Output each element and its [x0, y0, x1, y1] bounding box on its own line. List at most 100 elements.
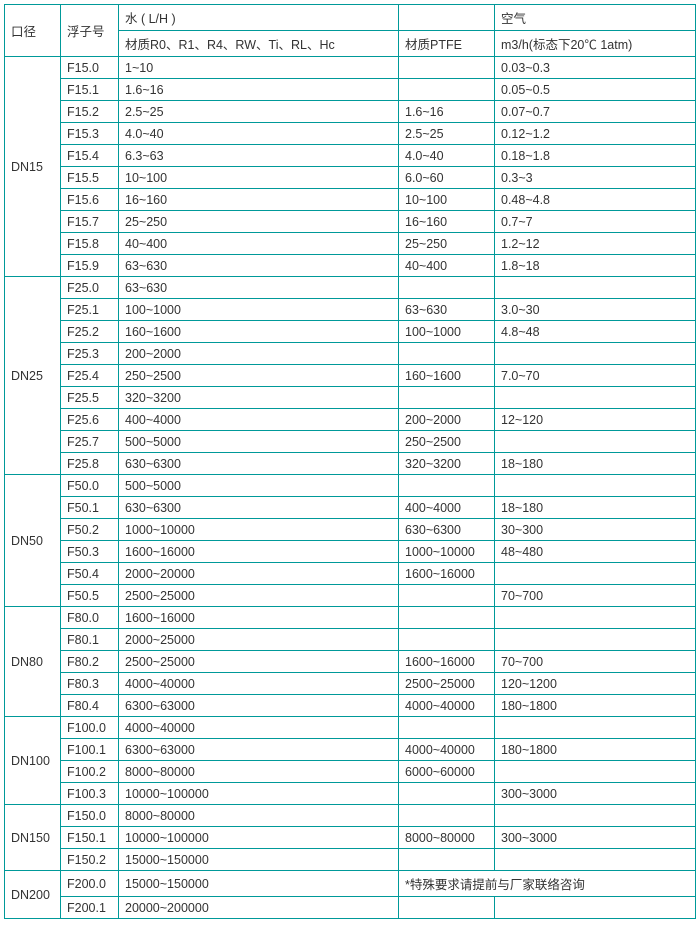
water-cell: 2500~25000 — [119, 651, 399, 673]
float-cell: F200.0 — [61, 871, 119, 897]
table-row: F25.2160~1600100~10004.8~48 — [5, 321, 696, 343]
float-cell: F25.1 — [61, 299, 119, 321]
water-cell: 1.6~16 — [119, 79, 399, 101]
table-row: F15.510~1006.0~600.3~3 — [5, 167, 696, 189]
water-cell: 20000~200000 — [119, 897, 399, 919]
table-row: F25.1100~100063~6303.0~30 — [5, 299, 696, 321]
table-row: F50.42000~200001600~16000 — [5, 563, 696, 585]
air-cell: 1.8~18 — [495, 255, 696, 277]
float-cell: F100.3 — [61, 783, 119, 805]
float-cell: F25.0 — [61, 277, 119, 299]
ptfe-cell: 25~250 — [399, 233, 495, 255]
table-row: F25.5320~3200 — [5, 387, 696, 409]
table-row: F25.8630~6300320~320018~180 — [5, 453, 696, 475]
air-cell: 30~300 — [495, 519, 696, 541]
float-cell: F80.0 — [61, 607, 119, 629]
water-cell: 15000~150000 — [119, 849, 399, 871]
air-cell: 18~180 — [495, 453, 696, 475]
float-cell: F15.4 — [61, 145, 119, 167]
table-row: F80.34000~400002500~25000120~1200 — [5, 673, 696, 695]
water-cell: 4000~40000 — [119, 673, 399, 695]
water-cell: 6300~63000 — [119, 739, 399, 761]
water-cell: 1000~10000 — [119, 519, 399, 541]
table-row: F15.11.6~160.05~0.5 — [5, 79, 696, 101]
header-ptfe-sub: 材质PTFE — [399, 31, 495, 57]
water-cell: 4.0~40 — [119, 123, 399, 145]
air-cell — [495, 343, 696, 365]
water-cell: 4000~40000 — [119, 717, 399, 739]
air-cell — [495, 761, 696, 783]
air-cell: 48~480 — [495, 541, 696, 563]
ptfe-cell: 10~100 — [399, 189, 495, 211]
table-row: F150.110000~1000008000~80000300~3000 — [5, 827, 696, 849]
air-cell — [495, 849, 696, 871]
table-row: F15.34.0~402.5~250.12~1.2 — [5, 123, 696, 145]
float-cell: F50.4 — [61, 563, 119, 585]
ptfe-cell: 6000~60000 — [399, 761, 495, 783]
water-cell: 2000~20000 — [119, 563, 399, 585]
ptfe-cell — [399, 717, 495, 739]
ptfe-cell — [399, 475, 495, 497]
water-cell: 25~250 — [119, 211, 399, 233]
ptfe-cell: 2500~25000 — [399, 673, 495, 695]
table-row: F15.46.3~634.0~400.18~1.8 — [5, 145, 696, 167]
note-cell: *特殊要求请提前与厂家联络咨询 — [399, 871, 696, 897]
air-cell — [495, 897, 696, 919]
ptfe-cell — [399, 79, 495, 101]
water-cell: 8000~80000 — [119, 805, 399, 827]
float-cell: F15.2 — [61, 101, 119, 123]
air-cell: 0.03~0.3 — [495, 57, 696, 79]
float-cell: F80.3 — [61, 673, 119, 695]
ptfe-cell: 1000~10000 — [399, 541, 495, 563]
table-row: F80.46300~630004000~40000180~1800 — [5, 695, 696, 717]
float-cell: F25.7 — [61, 431, 119, 453]
air-cell: 0.18~1.8 — [495, 145, 696, 167]
table-row: F100.16300~630004000~40000180~1800 — [5, 739, 696, 761]
air-cell: 18~180 — [495, 497, 696, 519]
table-row: F100.310000~100000300~3000 — [5, 783, 696, 805]
air-cell — [495, 475, 696, 497]
table-row: DN150F150.08000~80000 — [5, 805, 696, 827]
air-cell: 0.05~0.5 — [495, 79, 696, 101]
table-row: F80.22500~250001600~1600070~700 — [5, 651, 696, 673]
float-cell: F25.6 — [61, 409, 119, 431]
ptfe-cell — [399, 805, 495, 827]
ptfe-cell — [399, 277, 495, 299]
header-float: 浮子号 — [61, 5, 119, 57]
water-cell: 16~160 — [119, 189, 399, 211]
air-cell — [495, 431, 696, 453]
float-cell: F15.3 — [61, 123, 119, 145]
water-cell: 6300~63000 — [119, 695, 399, 717]
air-cell: 4.8~48 — [495, 321, 696, 343]
dn-cell: DN80 — [5, 607, 61, 717]
water-cell: 630~6300 — [119, 497, 399, 519]
ptfe-cell — [399, 607, 495, 629]
ptfe-cell — [399, 849, 495, 871]
air-cell: 300~3000 — [495, 827, 696, 849]
float-cell: F100.1 — [61, 739, 119, 761]
ptfe-cell: 1600~16000 — [399, 651, 495, 673]
air-cell — [495, 277, 696, 299]
air-cell — [495, 607, 696, 629]
air-cell — [495, 563, 696, 585]
air-cell: 300~3000 — [495, 783, 696, 805]
table-row: F15.840~40025~2501.2~12 — [5, 233, 696, 255]
dn-cell: DN150 — [5, 805, 61, 871]
ptfe-cell: 40~400 — [399, 255, 495, 277]
float-cell: F50.1 — [61, 497, 119, 519]
air-cell — [495, 387, 696, 409]
float-cell: F15.0 — [61, 57, 119, 79]
float-cell: F15.5 — [61, 167, 119, 189]
ptfe-cell: 320~3200 — [399, 453, 495, 475]
ptfe-cell — [399, 343, 495, 365]
table-row: F50.21000~10000630~630030~300 — [5, 519, 696, 541]
table-row: F25.6400~4000200~200012~120 — [5, 409, 696, 431]
dn-cell: DN200 — [5, 871, 61, 919]
table-row: F25.4250~2500160~16007.0~70 — [5, 365, 696, 387]
float-cell: F80.4 — [61, 695, 119, 717]
water-cell: 63~630 — [119, 277, 399, 299]
air-cell: 12~120 — [495, 409, 696, 431]
dn-cell: DN15 — [5, 57, 61, 277]
water-cell: 400~4000 — [119, 409, 399, 431]
water-cell: 1~10 — [119, 57, 399, 79]
